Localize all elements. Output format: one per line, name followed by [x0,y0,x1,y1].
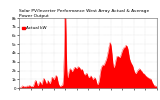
Text: Solar PV/Inverter Performance West Array Actual & Average Power Output: Solar PV/Inverter Performance West Array… [19,9,149,18]
Legend: Actual kW: Actual kW [21,26,47,30]
